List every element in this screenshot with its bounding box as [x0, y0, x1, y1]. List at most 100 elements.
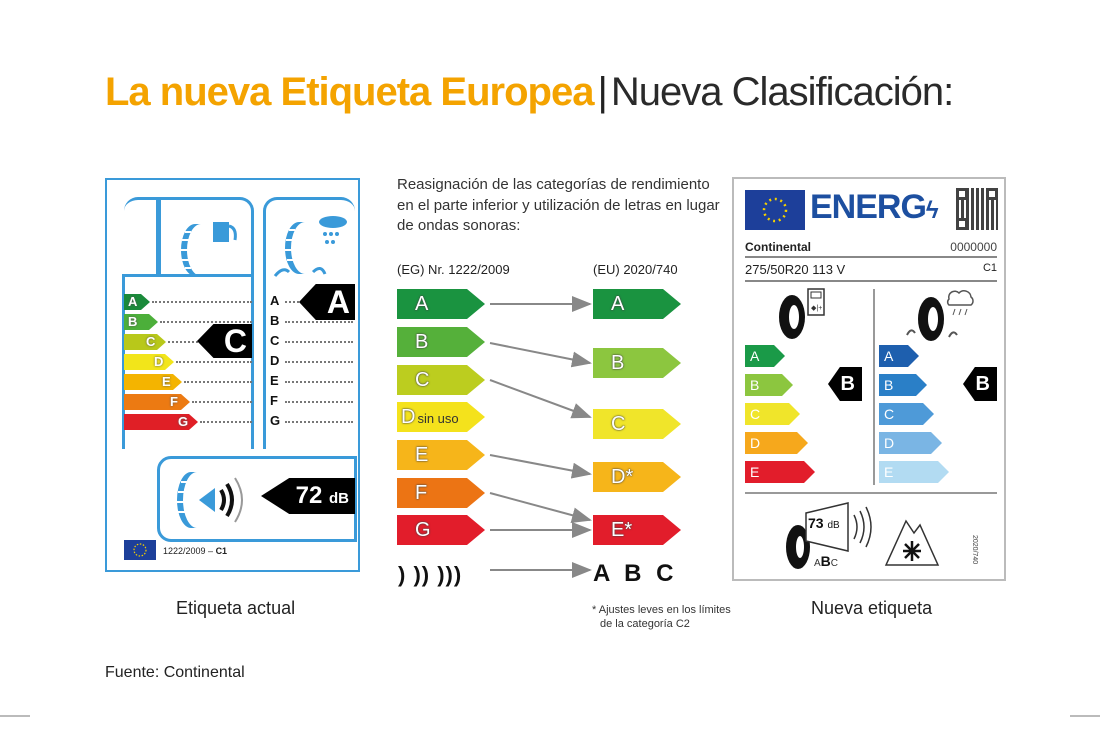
wet-grade-d: D [270, 353, 280, 368]
noise-class-a: A [814, 558, 821, 569]
brand-row: Continental 0000000 [745, 240, 997, 258]
wet-grade-g: G [270, 413, 281, 428]
old-noise-waves: ) )) ))) [398, 562, 463, 587]
dotted-line [285, 381, 353, 383]
fuel-bar-c: C [124, 334, 166, 350]
new-class-c: C [593, 409, 681, 439]
new-regulation: (EU) 2020/740 [593, 262, 678, 277]
source-note: Fuente: Continental [105, 664, 245, 681]
old-class-d-letter: D [401, 406, 416, 428]
dotted-line [192, 401, 252, 403]
fuel-bar-a: A [124, 294, 150, 310]
dotted-line [152, 301, 252, 303]
new-class-b: B [593, 348, 681, 378]
tyre-class: C1 [215, 546, 228, 556]
new-class-d: D* [593, 462, 681, 492]
fuel-bar-a: A [745, 345, 785, 367]
tyre-fuel-icon [171, 220, 251, 285]
fuel-bar-e: E [745, 461, 815, 483]
new-class-e: E* [593, 515, 681, 545]
noise-value: 72 [295, 482, 323, 509]
column-divider [873, 289, 875, 485]
eu-flag-icon [745, 190, 805, 230]
wet-grade-b: B [270, 313, 280, 328]
footnote: * Ajustes leves en los límites de la cat… [592, 603, 731, 631]
title-highlight: La nueva Etiqueta Europea [105, 70, 594, 114]
regulation-side-code: 2020/740 [971, 535, 978, 565]
current-label: A B C D E F G C A B C D E F G A [105, 178, 360, 572]
snow-mountain-icon [884, 515, 940, 572]
wet-grade-a: A [270, 293, 280, 308]
current-label-caption: Etiqueta actual [176, 598, 296, 618]
old-class-g: G [397, 515, 485, 545]
noise-class: ABC [814, 553, 838, 569]
title-rest: Nueva Clasificación: [610, 70, 954, 114]
dotted-line [285, 301, 299, 303]
wet-grade-e: E [270, 373, 279, 388]
wet-bar-e: E [879, 461, 949, 483]
unused-note: sin uso [417, 411, 459, 426]
page-title: La nueva Etiqueta Europea | Nueva Clasific… [105, 68, 954, 116]
dotted-line [168, 341, 198, 343]
fuel-bar-e: E [124, 374, 182, 390]
dotted-line [200, 421, 252, 423]
noise-number: 73 [808, 515, 824, 531]
wet-bar-c: C [879, 403, 934, 425]
dotted-line [285, 341, 353, 343]
fuel-bar-g: G [124, 414, 198, 430]
fuel-bar-d: D [124, 354, 174, 370]
old-class-e: E [397, 440, 485, 470]
noise-class-c: C [830, 558, 839, 569]
fuel-panel-stem [156, 197, 161, 277]
eu-flag-icon [124, 540, 156, 560]
fuel-panel [124, 197, 254, 449]
qr-code-icon [956, 188, 998, 230]
lightning-icon: ϟ [925, 197, 939, 224]
dotted-line [285, 361, 353, 363]
noise-unit: dB [827, 520, 840, 531]
new-label-caption: Nueva etiqueta [811, 598, 933, 618]
fuel-bar-f: F [124, 394, 190, 410]
energy-logo: ENERGϟ [810, 188, 939, 227]
new-label: ENERGϟ Continental 0000000 275/50R20 113… [732, 177, 1006, 581]
fuel-bar-b: B [124, 314, 158, 330]
old-class-c: C [397, 365, 485, 395]
energy-logo-text: ENERG [810, 188, 927, 226]
tyre-rain-icon [271, 214, 351, 285]
tyre-class: C1 [982, 262, 997, 274]
brand-name: Continental [745, 240, 811, 254]
wet-bar-b: B [879, 374, 927, 396]
size-row: 275/50R20 113 V C1 [745, 262, 997, 282]
regulation-number: 1222/2009 – [163, 546, 216, 556]
footnote-line-1: * Ajustes leves en los límites [592, 604, 731, 616]
wet-rating-arrow: B [963, 367, 997, 401]
fuel-panel-base [122, 274, 254, 449]
product-code: 0000000 [950, 240, 997, 254]
old-class-a: A [397, 289, 485, 319]
new-noise-classes: A B C [593, 560, 678, 587]
noise-value: 73 dB [808, 515, 840, 531]
tyre-rain-icon [899, 285, 979, 350]
fuel-bar-d: D [745, 432, 808, 454]
old-class-f: F [397, 478, 485, 508]
title-separator: | [597, 70, 607, 114]
noise-class-b: B [820, 553, 831, 569]
fuel-bar-b: B [745, 374, 793, 396]
wet-grade-c: C [270, 333, 280, 348]
footnote-line-2: de la categoría C2 [600, 618, 690, 630]
tyre-fuel-icon: ◆|+ [774, 285, 834, 346]
noise-panel [157, 456, 357, 542]
fuel-bar-c: C [745, 403, 800, 425]
edge-mark-left [0, 715, 30, 717]
noise-icon: 73 dB ABC [784, 501, 879, 571]
dotted-line [285, 401, 353, 403]
dotted-line [285, 421, 353, 423]
dotted-line [160, 321, 252, 323]
fuel-rating-arrow: B [828, 367, 862, 401]
edge-mark-right [1070, 715, 1100, 717]
tyre-size: 275/50R20 113 V [745, 262, 846, 277]
old-regulation: (EG) Nr. 1222/2009 [397, 262, 510, 277]
dotted-line [184, 381, 252, 383]
